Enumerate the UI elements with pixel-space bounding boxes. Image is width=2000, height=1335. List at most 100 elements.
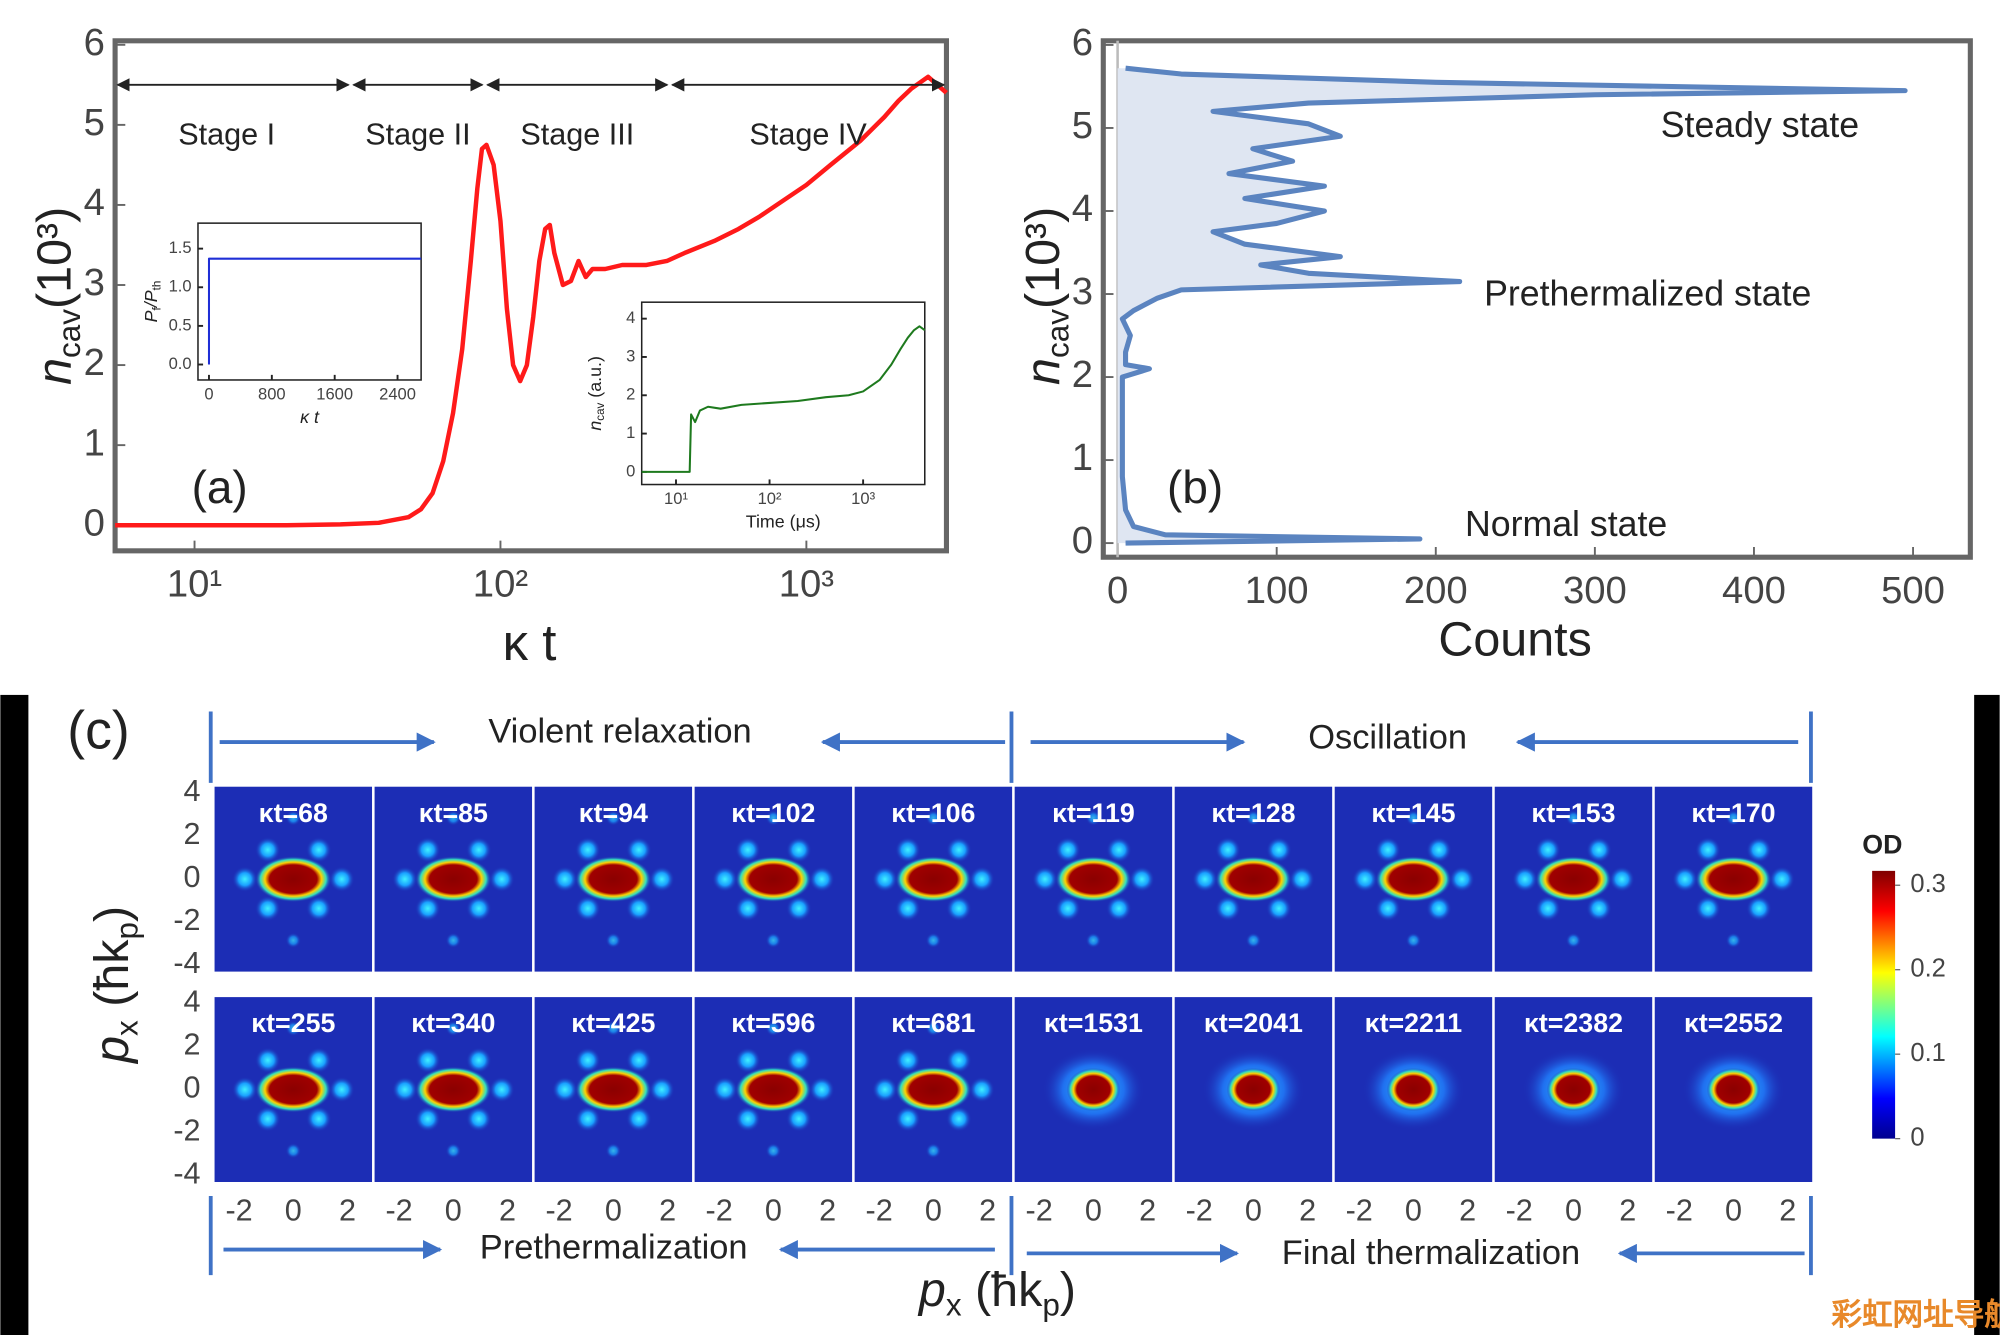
x-axis-label: κ t	[300, 407, 320, 427]
y-tick-label: -4	[173, 1157, 200, 1191]
od-spot	[1535, 837, 1561, 863]
od-spot	[328, 866, 355, 892]
od-spot	[1769, 866, 1795, 892]
od-spot	[765, 810, 782, 826]
od-spot	[626, 1106, 652, 1132]
od-spot	[1405, 810, 1422, 826]
od-spot	[552, 1076, 578, 1103]
od-spot	[649, 1076, 675, 1103]
x-tick-label: 0	[1245, 1194, 1262, 1228]
y-tick-label: 0	[84, 501, 105, 544]
label-part: )	[85, 906, 139, 922]
od-spot	[445, 932, 461, 949]
od-spot	[306, 895, 332, 922]
label-part: )	[1060, 1263, 1076, 1317]
od-spot	[285, 932, 301, 949]
annotation: Normal state	[1465, 504, 1667, 544]
od-spot	[1746, 837, 1772, 863]
x-tick-label: -2	[1666, 1194, 1693, 1228]
od-spot	[1266, 895, 1292, 922]
annotation: Oscillation	[1308, 719, 1467, 757]
label-part: f	[150, 306, 163, 310]
od-spot	[895, 1047, 921, 1073]
x-tick-label: 10³	[851, 489, 875, 508]
od-spot	[765, 1020, 782, 1036]
x-tick-label: 2	[979, 1194, 996, 1228]
panel-time-label: κt=425	[571, 1008, 655, 1038]
x-tick-label: 2	[1139, 1194, 1156, 1228]
y-tick-label: 3	[1072, 270, 1093, 313]
od-spot	[946, 1047, 972, 1073]
x-tick-label: 2	[339, 1194, 356, 1228]
panel-time-label: κt=85	[419, 798, 488, 828]
y-tick-label: 5	[84, 101, 105, 144]
od-spot	[1192, 866, 1218, 892]
x-tick-label: 0	[1405, 1194, 1422, 1228]
od-spot	[415, 837, 441, 863]
y-tick-label: 3	[626, 346, 635, 365]
od-spot	[306, 837, 332, 863]
y-tick-label: 2	[626, 385, 635, 404]
od-spot	[1245, 932, 1262, 949]
y-tick-label: 6	[84, 21, 105, 64]
od-spot	[1565, 932, 1582, 949]
od-spot	[925, 810, 942, 826]
y-tick-label: 0	[184, 860, 201, 894]
x-tick-label: 10¹	[664, 489, 688, 508]
od-spot	[285, 810, 301, 826]
label-part: /P	[141, 290, 161, 309]
od-spot	[1289, 866, 1315, 892]
od-spot	[466, 837, 492, 863]
y-tick-label: 5	[1072, 104, 1093, 147]
panel-time-label: κt=681	[891, 1008, 975, 1038]
od-spot	[649, 866, 675, 892]
od-core	[1375, 856, 1452, 903]
x-tick-label: 2	[659, 1194, 676, 1228]
od-core	[1695, 856, 1772, 903]
data-line	[207, 257, 422, 365]
od-spot	[786, 895, 812, 922]
od-spot	[809, 866, 835, 892]
od-spot	[969, 866, 995, 892]
od-spot	[1352, 866, 1378, 892]
od-core	[735, 856, 812, 903]
colorbar-tick-label: 0.3	[1910, 870, 1945, 898]
y-tick-label: 0.0	[169, 354, 192, 373]
od-spot	[415, 1047, 441, 1073]
panel-time-label: κt=2552	[1684, 1008, 1783, 1038]
y-tick-label: 4	[184, 985, 201, 1019]
od-core	[1226, 1067, 1281, 1112]
od-spot	[552, 866, 578, 892]
x-tick-label: -2	[866, 1194, 893, 1228]
label-part: (10³)	[28, 207, 82, 309]
axes-frame	[197, 222, 422, 381]
od-spot	[895, 837, 921, 863]
label-part: P	[141, 310, 161, 322]
od-spot	[895, 1106, 921, 1132]
od-spot	[1055, 837, 1081, 863]
label-part: p	[917, 1263, 946, 1317]
panel-time-label: κt=2382	[1524, 1008, 1623, 1038]
panel-time-label: κt=106	[891, 798, 975, 828]
od-spot	[1215, 895, 1241, 922]
panel-time-label: κt=2211	[1365, 1008, 1463, 1038]
od-spot	[946, 895, 972, 922]
panel-time-label: κt=128	[1211, 798, 1295, 828]
panel-time-label: κt=596	[731, 1008, 815, 1038]
od-core	[1066, 1067, 1121, 1112]
od-spot	[255, 1047, 281, 1073]
od-spot	[1426, 837, 1452, 863]
y-tick-label: 0	[1072, 519, 1093, 562]
od-spot	[1032, 866, 1058, 892]
od-spot	[466, 1047, 492, 1073]
od-spot	[1565, 810, 1582, 826]
x-tick-label: 0	[1107, 569, 1128, 612]
x-tick-label: 2	[1779, 1194, 1796, 1228]
y-tick-label: 4	[84, 181, 105, 224]
od-spot	[1375, 895, 1401, 922]
y-tick-label: 0	[626, 461, 635, 480]
od-spot	[1609, 866, 1635, 892]
od-spot	[712, 1076, 738, 1103]
